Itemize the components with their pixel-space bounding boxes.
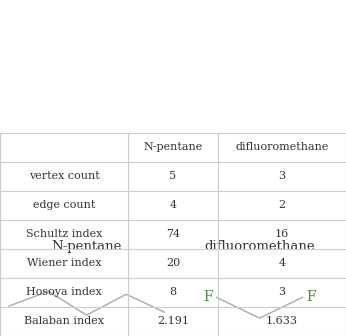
Text: 3: 3	[279, 287, 285, 297]
Text: 8: 8	[170, 287, 176, 297]
Text: 20: 20	[166, 258, 180, 268]
Text: 3: 3	[279, 171, 285, 181]
Text: 2.191: 2.191	[157, 317, 189, 327]
Text: 74: 74	[166, 229, 180, 239]
Text: N-pentane: N-pentane	[51, 240, 122, 253]
Text: 4: 4	[170, 200, 176, 210]
Text: edge count: edge count	[33, 200, 95, 210]
Text: Wiener index: Wiener index	[27, 258, 101, 268]
Text: Balaban index: Balaban index	[24, 317, 104, 327]
Text: 4: 4	[279, 258, 285, 268]
Text: 16: 16	[275, 229, 289, 239]
Text: 2: 2	[279, 200, 285, 210]
Text: 5: 5	[170, 171, 176, 181]
Text: Hosoya index: Hosoya index	[26, 287, 102, 297]
Text: 1.633: 1.633	[266, 317, 298, 327]
Text: N-pentane: N-pentane	[143, 142, 203, 152]
Text: difluoromethane: difluoromethane	[235, 142, 329, 152]
Text: Schultz index: Schultz index	[26, 229, 102, 239]
Text: difluoromethane: difluoromethane	[204, 240, 315, 253]
Text: F: F	[203, 290, 212, 304]
Text: vertex count: vertex count	[29, 171, 99, 181]
Text: F: F	[307, 290, 316, 304]
